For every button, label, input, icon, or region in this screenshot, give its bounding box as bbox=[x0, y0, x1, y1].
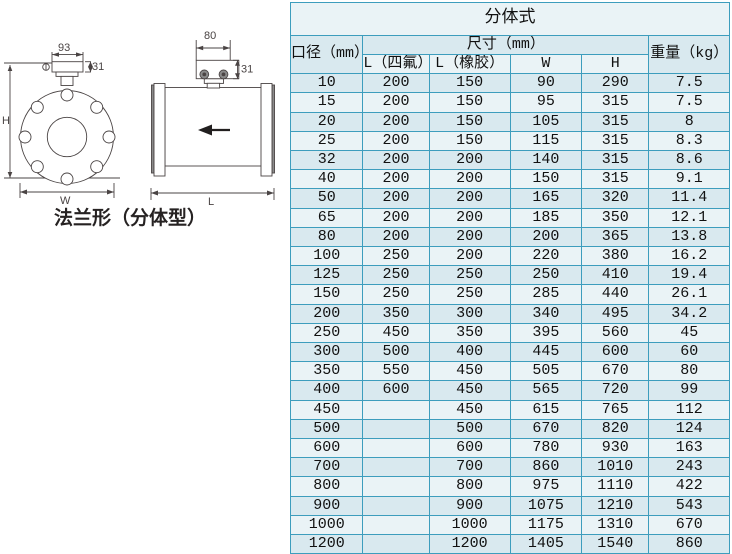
svg-text:80: 80 bbox=[204, 30, 216, 42]
svg-text:W: W bbox=[60, 195, 71, 207]
svg-text:31: 31 bbox=[241, 64, 253, 76]
svg-text:L: L bbox=[208, 196, 214, 208]
svg-text:法兰形（分体型）: 法兰形（分体型） bbox=[54, 206, 206, 229]
svg-text:93: 93 bbox=[58, 42, 70, 54]
svg-text:31: 31 bbox=[92, 61, 104, 73]
svg-text:H: H bbox=[2, 115, 10, 127]
